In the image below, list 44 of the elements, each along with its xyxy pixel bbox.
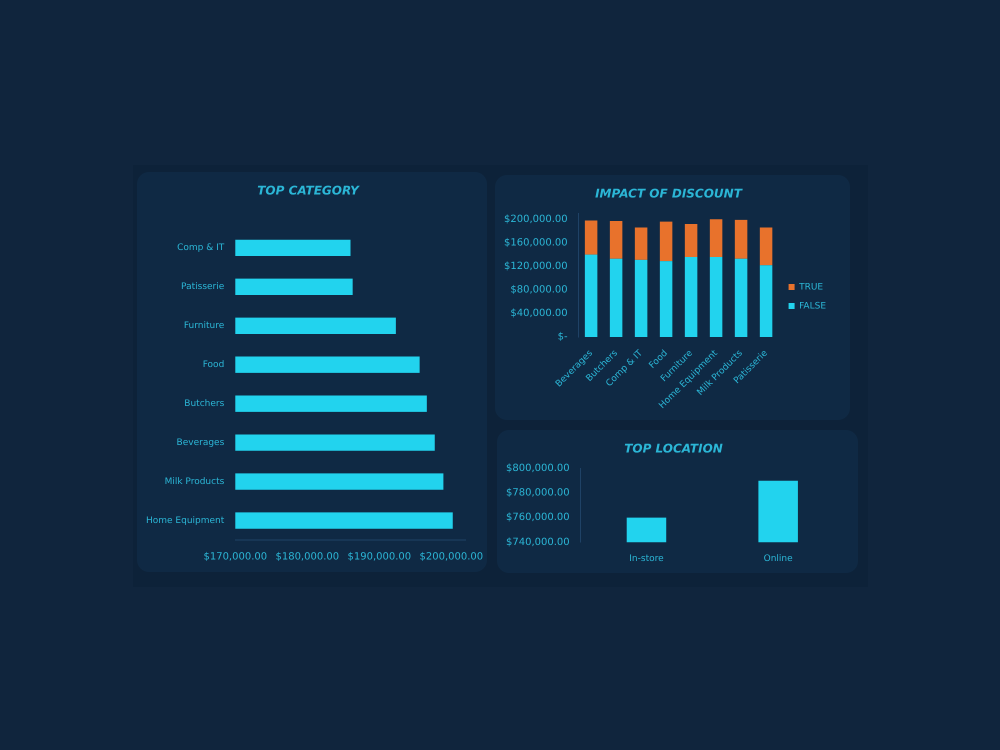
y-tick-label: $- [558, 332, 568, 343]
bar [684, 224, 698, 257]
y-tick-label: Butchers [184, 399, 225, 410]
x-tick-label: $180,000.00 [275, 552, 340, 563]
bar [634, 260, 648, 337]
legend-label: TRUE [798, 282, 824, 292]
y-tick-label: $740,000.00 [506, 536, 570, 548]
y-tick-label: $780,000.00 [506, 488, 570, 499]
bar [610, 258, 622, 337]
bar [710, 256, 722, 337]
x-tick-label: Online [764, 554, 794, 564]
bar [734, 220, 748, 259]
bar [734, 258, 748, 337]
x-tick-label: In-store [629, 554, 664, 564]
y-tick-label: $160,000.00 [504, 237, 568, 248]
bar [584, 254, 598, 337]
y-tick-label: Furniture [184, 321, 225, 332]
y-tick-label: $40,000.00 [510, 308, 568, 320]
bar [684, 256, 698, 337]
y-tick-label: $80,000.00 [510, 284, 568, 296]
y-tick-label: $200,000.00 [504, 214, 568, 225]
bar [660, 261, 672, 337]
bar [760, 265, 772, 337]
y-tick-label: Milk Products [164, 476, 225, 487]
bar [634, 228, 648, 260]
x-tick-label: $170,000.00 [203, 552, 268, 563]
x-tick-label: $200,000.00 [420, 552, 484, 563]
y-tick-label: $800,000.00 [506, 462, 570, 474]
bar [710, 219, 722, 257]
bar [610, 221, 622, 259]
chart-title: TOP LOCATION [624, 441, 723, 456]
x-tick-label: $190,000.00 [347, 552, 412, 563]
y-tick-label: Comp & IT [177, 243, 225, 254]
bar [584, 220, 598, 255]
bar [760, 228, 772, 266]
legend-label: FALSE [799, 301, 826, 312]
y-tick-label: $760,000.00 [506, 512, 570, 524]
chart-title: IMPACT OF DISCOUNT [595, 186, 743, 200]
bar [660, 222, 672, 262]
y-tick-label: Home Equipment [146, 516, 225, 526]
chart-title: TOP CATEGORY [257, 183, 360, 198]
y-tick-label: $120,000.00 [504, 260, 568, 272]
y-tick-label: Beverages [176, 438, 225, 448]
y-tick-label: Patisserie [181, 282, 225, 292]
